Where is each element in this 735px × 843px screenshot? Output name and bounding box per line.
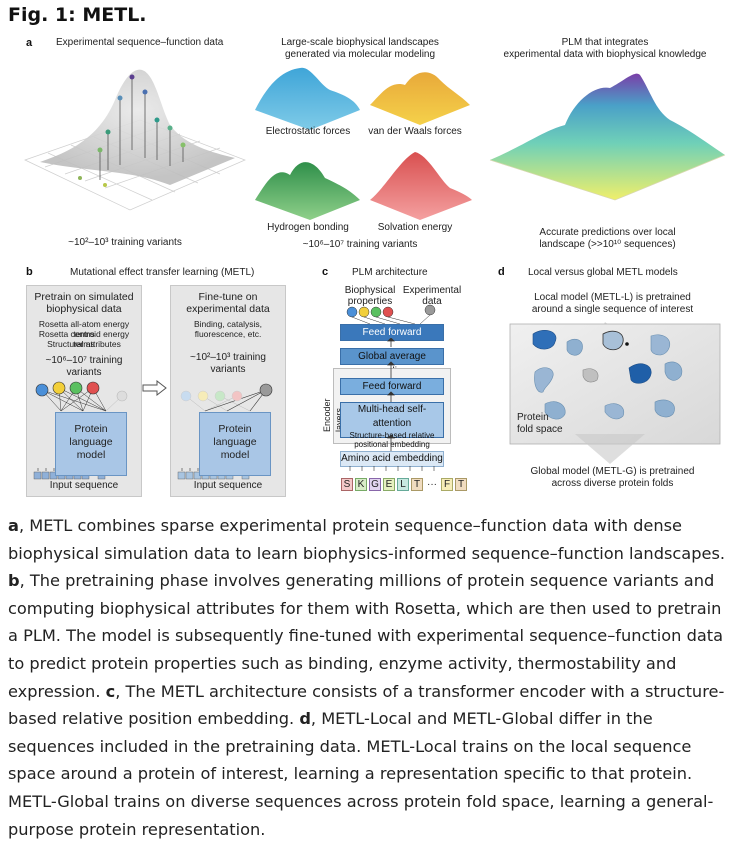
plm-label-2: language [69,436,113,448]
panel-b-label: b [26,266,33,278]
output-node-red [86,381,100,395]
panel-c-label: c [322,266,329,278]
plm-predictions-1: Accurate predictions over local [539,227,676,238]
token-3: E [383,477,395,491]
output-node-green [69,381,83,395]
solvation-label: Solvation energy [377,222,453,233]
electrostatic-surface [255,67,360,130]
pretrain-network-graphic [33,381,128,480]
panel-d-label: d [498,266,505,278]
token-4: L [397,477,409,491]
fold-space-label-1: Protein [517,412,549,423]
output-heads-graphic [346,304,436,325]
pretrain-title-2: biophysical data [46,303,122,315]
local-model-text-1: Local model (METL-L) is pretrained [534,292,691,303]
hbond-surface [255,162,360,220]
plm-label-1: Protein [218,423,252,435]
experimental-data-title: Experimental sequence–function data [56,37,224,48]
electrostatic-label: Electrostatic forces [265,126,351,137]
positional-emb-label-2: positional embedding [354,440,430,449]
finetune-title-1: Fine-tune on [198,291,258,303]
biophysical-landscapes-graphic [255,67,472,220]
token-6: F [441,477,453,491]
token-0: S [341,477,353,491]
token-7: T [455,477,467,491]
pretrain-attr-3: Structural attributes [47,339,121,349]
architecture-arrows-graphic [349,338,435,471]
output-node-yellow [52,381,66,395]
output-node-experimental [259,383,273,397]
solvation-surface [370,152,472,220]
landscapes-title-1: Large-scale biophysical landscapes [281,37,439,48]
vdw-label: van der Waals forces [368,126,462,137]
figure-caption: a, METL combines sparse experimental pro… [8,512,728,843]
caption-a-label: a [8,516,19,535]
caption-a-text: , METL combines sparse experimental prot… [8,516,726,563]
faded-node-yellow [197,390,209,402]
landscape-variants-text: ~10⁶–10⁷ training variants [302,239,418,250]
experimental-variants-text: ~10²–10³ training variants [68,237,182,248]
panel-b-title: Mutational effect transfer learning (MET… [70,267,255,278]
global-model-text-2: across diverse protein folds [551,478,674,489]
exp-data-label-1: Experimental [402,285,462,296]
plm-integrates-title-1: PLM that integrates [561,37,649,48]
global-model-text-1: Global model (METL-G) is pretrained [530,466,695,477]
plm-label-2: language [213,436,257,448]
pretrain-attr-1: Rosetta all-atom energy terms [38,319,130,339]
amino-acid-embedding: Amino acid embedding [340,451,444,467]
pretrain-variants: ~10⁶–10⁷ training variants [45,355,123,378]
panel-a-label: a [26,37,33,49]
fold-space-label-2: fold space [517,424,563,435]
finetune-input-label: Input sequence [193,480,263,491]
plm-label-1: Protein [74,423,108,435]
vdw-surface [370,72,470,125]
figure-title: Fig. 1: METL. [8,4,147,26]
caption-c-label: c [105,681,116,701]
bio-props-label-1: Biophysical [344,285,396,296]
pretrain-title-1: Pretrain on simulated [34,291,134,303]
token-1: K [355,477,367,491]
caption-d-text: , METL-Local and METL-Global differ in t… [8,709,714,839]
output-node-grey [116,390,128,402]
token-sequence: S K G E L T ··· F T [341,476,467,492]
hbond-label: Hydrogen bonding [267,222,349,233]
experimental-landscape-graphic [24,69,246,211]
caption-b-text: , The pretraining phase involves generat… [8,571,724,701]
finetune-attr-2: fluorescence, etc. [194,329,262,339]
finetune-title-2: experimental data [186,303,270,315]
token-2: G [369,477,381,491]
faded-node-blue [180,390,192,402]
plm-predictions-2: landscape (>>10¹⁰ sequences) [539,239,676,250]
faded-node-green [214,390,226,402]
finetune-plm-block: Protein language model [199,412,271,476]
token-ellipsis: ··· [427,478,437,490]
finetune-variants: ~10²–10³ training variants [190,352,266,375]
landscapes-title-2: generated via molecular modeling [284,49,436,60]
pretrain-plm-block: Protein language model [55,412,127,476]
mhsa-label: Multi-head self-attention [357,404,427,429]
pretrain-input-label: Input sequence [49,480,119,491]
caption-c-text: , The METL architecture consists of a tr… [8,681,725,729]
panel-d-title: Local versus global METL models [528,267,678,278]
output-node-blue [35,383,49,397]
exp-data-label-2: data [422,296,442,307]
pretrain-attr-2: Rosetta centroid energy terms [38,329,130,349]
caption-b-label: b [8,571,20,591]
plm-integrates-title-2: experimental data with biophysical knowl… [503,49,707,60]
transfer-arrow-icon [142,380,167,396]
local-model-text-2: around a single sequence of interest [531,304,694,315]
plm-label-3: model [76,449,106,461]
plm-label-3: model [220,449,250,461]
bio-props-label-2: properties [347,296,393,307]
integrated-landscape-graphic [489,73,726,201]
fold-space-graphic [509,322,721,464]
faded-node-red [231,390,243,402]
finetune-attr-1: Binding, catalysis, [193,319,263,329]
token-5: T [411,477,423,491]
panel-c-title: PLM architecture [352,267,428,278]
caption-d-label: d [299,709,311,729]
